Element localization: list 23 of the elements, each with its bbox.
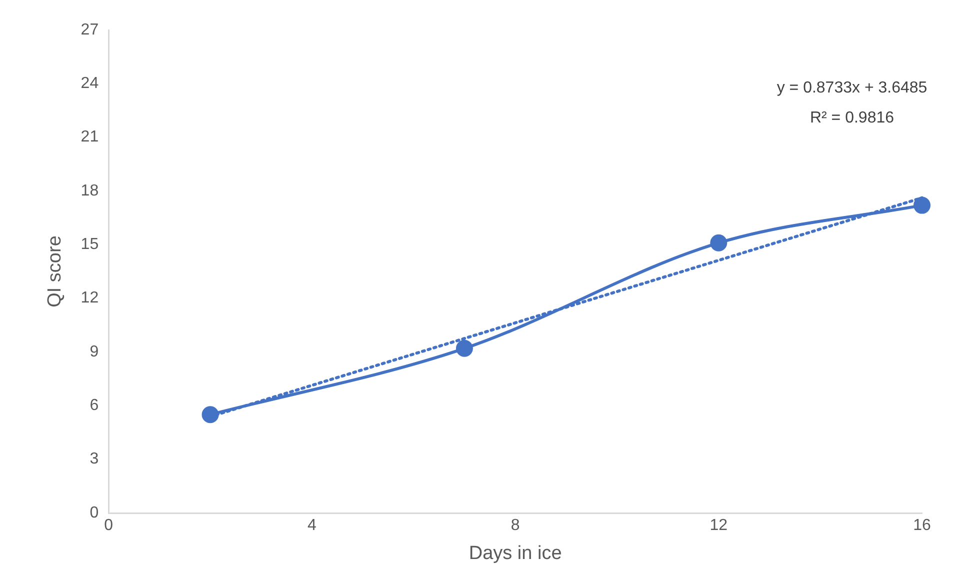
point xyxy=(710,234,728,252)
y-tick-label: 27 xyxy=(80,21,99,38)
y-tick-label: 0 xyxy=(90,504,99,522)
x-tick-label: 8 xyxy=(510,517,520,534)
y-tick-label: 18 xyxy=(80,182,99,200)
point xyxy=(456,340,473,357)
annotation: y = 0.8733x + 3.6485 xyxy=(776,79,928,96)
x-axis-title: Days in ice xyxy=(468,542,562,564)
x-tick-label: 4 xyxy=(307,517,316,534)
x-tick-label: 16 xyxy=(913,517,931,534)
y-tick-label: 6 xyxy=(90,397,99,414)
point xyxy=(202,406,219,424)
x-tick-label: 0 xyxy=(104,517,114,534)
y-tick-label: 21 xyxy=(80,128,99,146)
x-tick-label: 12 xyxy=(710,517,728,534)
y-tick-label: 3 xyxy=(90,450,99,468)
y-tick-label: 15 xyxy=(80,236,99,254)
y-tick-label: 12 xyxy=(80,290,99,307)
y-axis-title: QI score xyxy=(44,236,66,308)
y-tick-label: 9 xyxy=(90,343,99,360)
point xyxy=(914,196,930,214)
y-tick-label: 24 xyxy=(80,75,99,92)
annotation: R² = 0.9816 xyxy=(810,109,894,126)
